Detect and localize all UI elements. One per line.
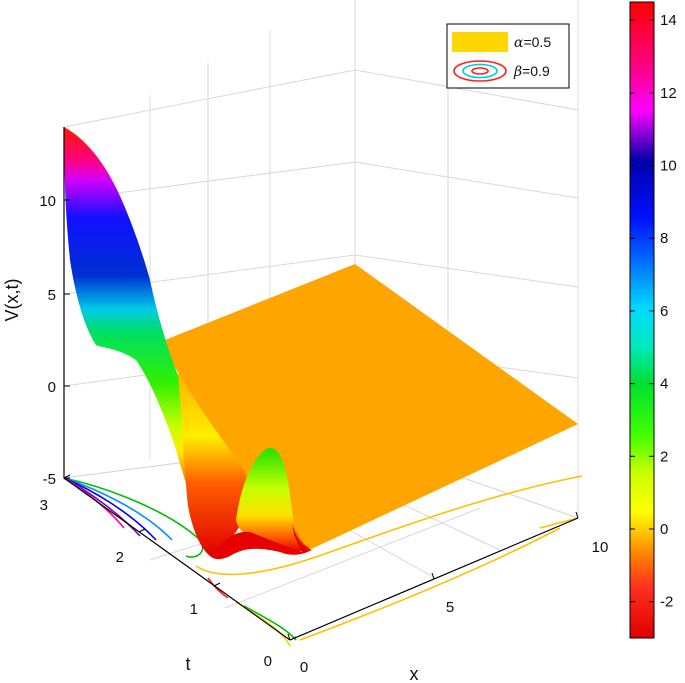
x-axis-ticks (287, 511, 579, 641)
x-tick-label: 10 (592, 539, 609, 556)
colorbar-gradient (629, 1, 655, 639)
t-tick-label: 0 (264, 653, 272, 670)
t-axis-label: t (185, 654, 190, 674)
legend: α=0.5 β=0.9 (446, 23, 570, 89)
legend-value-beta: =0.9 (522, 63, 550, 79)
legend-entry-beta: β=0.9 (513, 63, 550, 80)
x-tick-label: 0 (300, 659, 308, 676)
x-axis-label: x (410, 664, 419, 683)
legend-swatch-alpha (452, 32, 508, 52)
t-tick-label: 2 (116, 549, 124, 566)
legend-entry-alpha: α=0.5 (514, 34, 551, 51)
colorbar-tick-label: 8 (660, 230, 668, 247)
colorbar-tick-label: 14 (660, 12, 677, 29)
colorbar-tick-label: 4 (660, 376, 668, 393)
colorbar-tick-label: 12 (660, 85, 677, 102)
colorbar-ticks: -2 0 2 4 6 8 10 12 14 (630, 12, 677, 611)
colorbar: -2 0 2 4 6 8 10 12 14 (629, 1, 677, 639)
z-axis-label: V(x,t) (2, 279, 22, 322)
colorbar-tick-label: 2 (660, 448, 668, 465)
z-tick-label: -5 (43, 471, 56, 488)
legend-symbol-alpha: α (514, 35, 524, 51)
t-tick-label: 1 (190, 601, 198, 618)
t-tick-label: 3 (40, 497, 48, 514)
hump-base-red (210, 522, 312, 559)
z-axis-ticks (64, 199, 70, 479)
t-axis-ticks (63, 474, 297, 641)
colorbar-tick-label: -2 (660, 594, 673, 611)
z-tick-label: 10 (39, 193, 56, 210)
dip-surface (178, 372, 250, 556)
colorbar-tick-label: 6 (660, 303, 668, 320)
z-tick-label: 5 (48, 287, 56, 304)
legend-swatch-beta (453, 60, 507, 82)
legend-value-alpha: =0.5 (523, 34, 551, 50)
colorbar-tick-label: 10 (660, 158, 677, 175)
legend-symbol-beta: β (513, 64, 522, 80)
peak-wall (64, 127, 221, 540)
x-tick-label: 5 (446, 599, 454, 616)
colorbar-tick-label: 0 (660, 521, 668, 538)
hump-surface (236, 447, 310, 552)
z-tick-label: 0 (48, 379, 56, 396)
